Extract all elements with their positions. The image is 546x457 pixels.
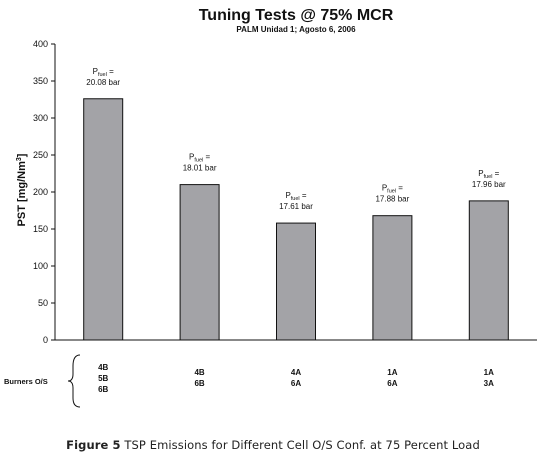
bar	[179, 184, 220, 341]
chart-title: Tuning Tests @ 75% MCR	[199, 7, 394, 24]
burner-label: 4A	[291, 368, 301, 377]
y-tick-label: 250	[33, 150, 48, 160]
burner-label: 6A	[387, 379, 397, 388]
pfuel-value: 17.61 bar	[279, 202, 313, 211]
burner-label: 6B	[98, 385, 108, 394]
bar	[276, 222, 316, 341]
figure-label: Figure 5	[66, 438, 121, 452]
y-tick-label: 200	[33, 187, 48, 197]
y-axis-label: PST [mg/Nm3]	[16, 153, 28, 226]
pfuel-label: Pfuel =	[93, 67, 114, 78]
pfuel-value: 17.88 bar	[375, 195, 409, 204]
burner-label: 5B	[98, 374, 108, 383]
pfuel-value: 20.08 bar	[86, 78, 120, 87]
chart-subtitle: PALM Unidad 1; Agosto 6, 2006	[236, 25, 356, 34]
y-axis-ticks: 0 50 100 150 200 250 300 350 400	[33, 39, 55, 345]
bar	[468, 200, 509, 341]
y-tick-label: 0	[43, 335, 48, 345]
y-tick-label: 300	[33, 113, 48, 123]
figure-caption: Figure 5 TSP Emissions for Different Cel…	[0, 438, 546, 452]
pfuel-label: Pfuel =	[189, 153, 210, 164]
y-tick-label: 350	[33, 76, 48, 86]
bar	[372, 215, 413, 341]
pfuel-label: Pfuel =	[285, 191, 306, 202]
pfuel-value: 17.96 bar	[472, 180, 506, 189]
y-tick-label: 150	[33, 224, 48, 234]
pfuel-label: Pfuel =	[478, 169, 499, 180]
burner-label: 1A	[387, 368, 397, 377]
burner-label: 4B	[194, 368, 204, 377]
burners-row-label: Burners O/S	[4, 377, 48, 386]
y-tick-label: 100	[33, 261, 48, 271]
pfuel-value: 18.01 bar	[183, 164, 217, 173]
y-tick-label: 50	[38, 298, 48, 308]
y-tick-label: 400	[33, 39, 48, 49]
brace-icon	[67, 354, 81, 408]
burner-label: 6A	[291, 379, 301, 388]
bar	[83, 98, 124, 341]
figure-caption-text: TSP Emissions for Different Cell O/S Con…	[124, 438, 480, 452]
pfuel-label: Pfuel =	[382, 184, 403, 195]
burner-label: 1A	[484, 368, 494, 377]
burner-label: 3A	[484, 379, 494, 388]
bars	[83, 98, 509, 341]
burners-table: 4B 5B 6B 4B 6B 4A 6A 1A 6A 1A 3A Burners O/S	[4, 354, 494, 408]
burner-label: 6B	[194, 379, 204, 388]
bar-chart: Tuning Tests @ 75% MCR PALM Unidad 1; Ag…	[4, 7, 537, 408]
burner-label: 4B	[98, 363, 108, 372]
